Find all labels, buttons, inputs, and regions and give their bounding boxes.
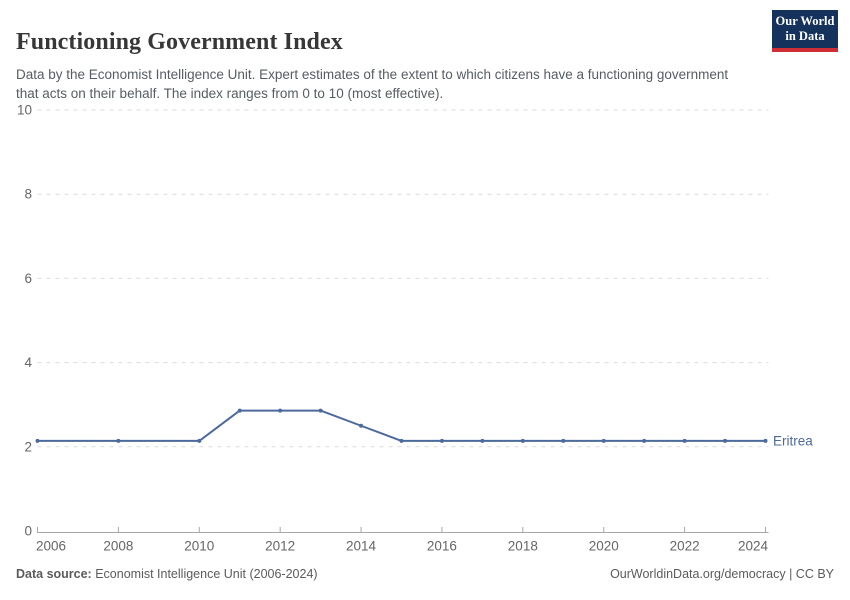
chart-subtitle: Data by the Economist Intelligence Unit.… xyxy=(16,66,729,102)
data-point-2016 xyxy=(439,438,444,443)
series-path xyxy=(36,409,767,442)
data-point-2021 xyxy=(642,438,647,443)
chart-title: Functioning Government Index xyxy=(16,29,343,56)
x-tick-label-2024: 2024 xyxy=(738,539,769,554)
data-source: Data source: Economist Intelligence Unit… xyxy=(16,567,318,581)
data-point-2020 xyxy=(601,438,606,443)
y-tick-label-10: 10 xyxy=(17,103,32,118)
x-tick-label-2008: 2008 xyxy=(103,539,133,554)
x-tick-label-2022: 2022 xyxy=(670,539,700,554)
data-point-2010 xyxy=(197,438,202,443)
data-point-2015 xyxy=(399,438,404,443)
data-point-2012 xyxy=(278,408,283,413)
data-source-label: Data source: xyxy=(16,567,92,581)
x-tick-label-2020: 2020 xyxy=(589,539,619,554)
chart-footer: Data source: Economist Intelligence Unit… xyxy=(16,567,834,581)
data-source-text: Economist Intelligence Unit (2006-2024) xyxy=(91,567,318,581)
x-tick-label-2010: 2010 xyxy=(184,539,214,554)
data-point-2023 xyxy=(723,438,728,443)
data-point-2011 xyxy=(237,408,242,413)
data-point-2013 xyxy=(318,408,323,413)
entity-label-eritrea[interactable]: Eritrea xyxy=(773,433,813,448)
y-tick-label-2: 2 xyxy=(24,439,32,454)
data-point-2018 xyxy=(520,438,525,443)
data-point-2024 xyxy=(763,438,768,443)
y-tick-label-6: 6 xyxy=(24,271,32,286)
owid-logo-red-bar xyxy=(772,48,838,52)
owid-logo-line1: Our World xyxy=(775,14,835,28)
y-tick-label-4: 4 xyxy=(24,355,32,370)
data-point-2014 xyxy=(359,423,364,428)
series-line-eritrea[interactable] xyxy=(35,408,768,443)
owid-cc-link[interactable]: OurWorldinData.org/democracy | CC BY xyxy=(610,567,834,581)
x-tick-label-2018: 2018 xyxy=(508,539,538,554)
y-tick-label-8: 8 xyxy=(24,187,32,202)
y-tick-label-0: 0 xyxy=(24,524,32,539)
data-point-2008 xyxy=(116,438,121,443)
x-tick-label-2006: 2006 xyxy=(36,539,66,554)
x-tick-label-2016: 2016 xyxy=(427,539,457,554)
x-tick-label-2012: 2012 xyxy=(265,539,295,554)
data-point-2022 xyxy=(682,438,687,443)
x-tick-label-2014: 2014 xyxy=(346,539,377,554)
data-point-2006 xyxy=(35,438,40,443)
owid-logo[interactable]: Our World in Data xyxy=(772,10,838,48)
data-point-2019 xyxy=(561,438,566,443)
owid-logo-line2: in Data xyxy=(785,29,825,43)
data-point-2017 xyxy=(480,438,485,443)
